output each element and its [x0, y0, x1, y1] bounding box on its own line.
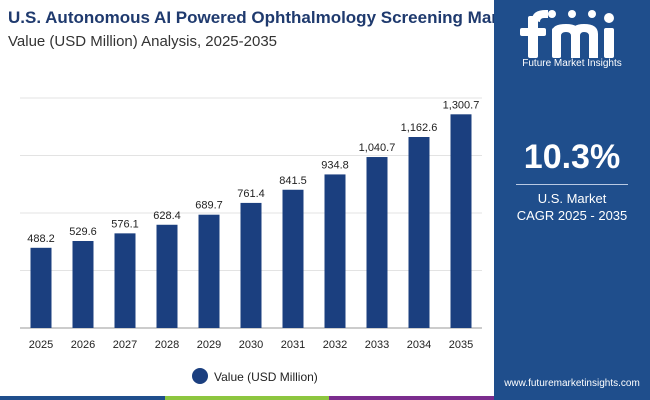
x-tick-label-2032: 2032 [323, 339, 347, 351]
chart-title: U.S. Autonomous AI Powered Ophthalmology… [8, 8, 523, 27]
x-tick-label-2035: 2035 [449, 339, 473, 351]
legend: Value (USD Million) [192, 368, 318, 384]
legend-label: Value (USD Million) [214, 370, 318, 384]
data-label-2031: 841.5 [279, 175, 307, 187]
data-label-2026: 529.6 [69, 226, 97, 238]
x-tick-label-2033: 2033 [365, 339, 389, 351]
bar-2027 [114, 233, 136, 328]
bar-2034 [408, 137, 430, 328]
data-label-2033: 1,040.7 [359, 142, 396, 154]
x-tick-label-2034: 2034 [407, 339, 431, 351]
website-link[interactable]: www.futuremarketinsights.com [504, 378, 640, 389]
side-panel: Future Market Insights 10.3% U.S. Market… [494, 0, 650, 400]
x-tick-label-2030: 2030 [239, 339, 263, 351]
bottom-color-bar [0, 396, 495, 400]
x-tick-label-2028: 2028 [155, 339, 179, 351]
bottom-bar-segment [164, 396, 330, 400]
bottom-bar-segment [0, 396, 165, 400]
cagr-label-period: CAGR 2025 - 2035 [516, 208, 628, 223]
legend-marker [192, 368, 208, 384]
bar-2030 [240, 202, 262, 328]
divider [516, 184, 628, 185]
x-tick-label-2025: 2025 [29, 339, 53, 351]
x-tick-label-2026: 2026 [71, 339, 95, 351]
cagr-value: 10.3% [523, 138, 621, 176]
bar-2026 [72, 240, 94, 328]
labels-layer: 488.2 529.6 576.1 628.4 689.7 761.4 841.5 934.8… [27, 99, 479, 244]
logo-text: Future Market Insights [522, 58, 622, 69]
bar-2033 [366, 157, 388, 328]
x-tick-label-2029: 2029 [197, 339, 221, 351]
bar-2031 [282, 189, 304, 328]
data-label-2034: 1,162.6 [401, 122, 438, 134]
bottom-bar-segment [329, 396, 495, 400]
data-label-2029: 689.7 [195, 200, 223, 212]
bar-2028 [156, 224, 178, 328]
bar-chart: 488.2 529.6 576.1 628.4 689.7 761.4 841.5 934.8… [20, 97, 482, 384]
data-label-2030: 761.4 [237, 188, 265, 200]
data-label-2025: 488.2 [27, 233, 55, 245]
data-label-2032: 934.8 [321, 159, 349, 171]
bars-layer [30, 114, 472, 328]
bar-2035 [450, 114, 472, 328]
ticks-layer: 2025 2026 2027 2028 2029 2030 2031 2032 2033 2034… [29, 339, 473, 351]
x-tick-label-2027: 2027 [113, 339, 137, 351]
fmi-logo-icon [520, 10, 614, 58]
bar-2029 [198, 214, 220, 328]
cagr-label-market: U.S. Market [537, 191, 607, 206]
data-label-2028: 628.4 [153, 210, 181, 222]
cagr-label: U.S. Market CAGR 2025 - 2035 [494, 190, 650, 224]
data-label-2027: 576.1 [111, 218, 139, 230]
chart-subtitle: Value (USD Million) Analysis, 2025-2035 [8, 33, 278, 50]
bar-2025 [30, 247, 52, 328]
x-tick-label-2031: 2031 [281, 339, 305, 351]
bar-2032 [324, 174, 346, 328]
data-label-2035: 1,300.7 [443, 99, 480, 111]
